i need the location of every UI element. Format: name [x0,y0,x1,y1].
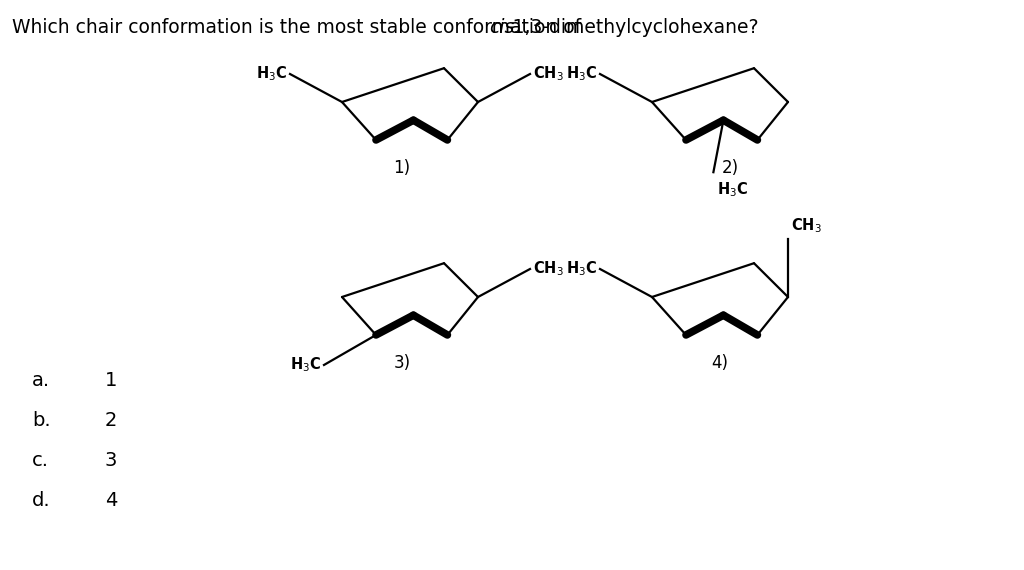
Text: 3): 3) [393,354,411,372]
Text: CH$_3$: CH$_3$ [534,260,564,278]
Text: c.: c. [32,450,49,470]
Text: H$_3$C: H$_3$C [290,356,321,374]
Text: 1: 1 [105,370,118,389]
Text: H$_3$C: H$_3$C [718,180,749,199]
Text: b.: b. [32,410,50,430]
Text: a.: a. [32,370,50,389]
Text: 4: 4 [105,491,118,510]
Text: -1,3-dimethylcyclohexane?: -1,3-dimethylcyclohexane? [506,18,759,37]
Text: Which chair conformation is the most stable conformation of: Which chair conformation is the most sta… [12,18,587,37]
Text: H$_3$C: H$_3$C [566,260,597,278]
Text: 3: 3 [105,450,118,470]
Text: 2): 2) [722,159,738,177]
Text: CH$_3$: CH$_3$ [791,216,821,235]
Text: 2: 2 [105,410,118,430]
Text: H$_3$C: H$_3$C [566,64,597,83]
Text: cis: cis [489,18,514,37]
Text: 1): 1) [393,159,411,177]
Text: d.: d. [32,491,50,510]
Text: 4): 4) [712,354,728,372]
Text: CH$_3$: CH$_3$ [534,64,564,83]
Text: H$_3$C: H$_3$C [256,64,287,83]
